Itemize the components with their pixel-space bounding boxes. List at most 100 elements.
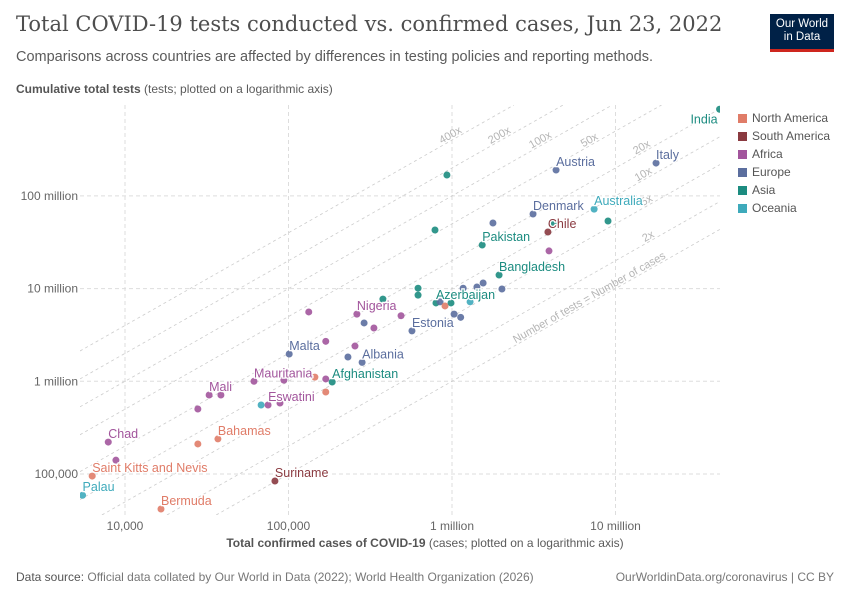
- ratio-line-label: 50x: [579, 131, 601, 150]
- data-point: [397, 312, 405, 320]
- data-point: [590, 205, 598, 213]
- legend-swatch: [738, 203, 747, 213]
- point-label: Austria: [556, 155, 595, 169]
- data-point: [194, 405, 202, 413]
- legend-item[interactable]: Europe: [738, 163, 830, 181]
- data-point: [322, 337, 330, 345]
- data-point: [716, 105, 720, 113]
- point-label: Eswatini: [268, 390, 315, 404]
- data-source: Data source: Official data collated by O…: [16, 570, 534, 584]
- data-point: [353, 310, 361, 318]
- legend-item[interactable]: Africa: [738, 145, 830, 163]
- data-point: [88, 472, 96, 480]
- data-point: [379, 295, 387, 303]
- point-label: Denmark: [533, 199, 584, 213]
- data-point: [285, 350, 293, 358]
- legend-label: Africa: [752, 147, 783, 161]
- ratio-line-label: 2x: [640, 228, 656, 244]
- point-label: Pakistan: [482, 230, 530, 244]
- x-tick-label: 1 million: [430, 519, 474, 533]
- data-point: [205, 391, 213, 399]
- data-point: [459, 284, 467, 292]
- data-point: [414, 284, 422, 292]
- point-label: Saint Kitts and Nevis: [92, 461, 207, 475]
- chart-title: Total COVID-19 tests conducted vs. confi…: [16, 12, 723, 36]
- legend-swatch: [738, 185, 747, 195]
- data-point: [370, 324, 378, 332]
- data-point: [498, 285, 506, 293]
- point-label: Suriname: [275, 466, 329, 480]
- data-point: [436, 298, 444, 306]
- point-label: Nigeria: [357, 299, 397, 313]
- data-point: [479, 279, 487, 287]
- data-point: [489, 219, 497, 227]
- data-point: [311, 373, 319, 381]
- point-label: Chad: [108, 427, 138, 441]
- data-point: [358, 358, 366, 366]
- ratio-line-1x: [215, 229, 720, 515]
- point-label: Chile: [548, 217, 577, 231]
- legend-label: Asia: [752, 183, 776, 197]
- legend-swatch: [738, 167, 747, 177]
- data-point: [328, 378, 336, 386]
- y-tick-label: 100,000: [35, 467, 79, 481]
- legend-label: Europe: [752, 165, 791, 179]
- legend-label: Oceania: [752, 201, 797, 215]
- data-point: [473, 283, 481, 291]
- data-point: [443, 171, 451, 179]
- y-tick-label: 1 million: [34, 374, 78, 388]
- data-point: [450, 310, 458, 318]
- ratio-line-label: 10x: [633, 165, 655, 184]
- chart-subtitle: Comparisons across countries are affecte…: [16, 49, 654, 65]
- x-axis-label: Total confirmed cases of COVID-19 (cases…: [226, 536, 624, 550]
- ratio-line-20x: [80, 108, 720, 472]
- ratio-line-label: 200x: [486, 124, 513, 146]
- data-point: [257, 401, 265, 409]
- data-point: [447, 299, 455, 307]
- data-point: [214, 435, 222, 443]
- data-point: [431, 226, 439, 234]
- y-axis-label: Cumulative total tests (tests; plotted o…: [16, 82, 333, 96]
- owid-logo[interactable]: Our World in Data: [770, 14, 834, 52]
- data-point: [194, 440, 202, 448]
- ratio-line-400x: [80, 105, 515, 352]
- point-label: Italy: [656, 148, 680, 162]
- data-point: [80, 491, 87, 499]
- ratio-line-label: 100x: [527, 129, 554, 151]
- source-url[interactable]: OurWorldinData.org/coronavirus | CC BY: [615, 570, 834, 584]
- data-point: [344, 353, 352, 361]
- point-label: Malta: [289, 339, 320, 353]
- legend-item[interactable]: South America: [738, 127, 830, 145]
- data-point: [322, 375, 330, 383]
- data-point: [652, 159, 660, 167]
- legend-swatch: [738, 131, 747, 141]
- legend-item[interactable]: Asia: [738, 181, 830, 199]
- data-point: [457, 313, 465, 321]
- legend-item[interactable]: Oceania: [738, 199, 830, 217]
- data-point: [305, 308, 313, 316]
- data-point: [112, 456, 120, 464]
- data-point: [549, 220, 557, 228]
- point-label: Albania: [362, 347, 404, 361]
- data-point: [544, 228, 552, 236]
- legend-item[interactable]: North America: [738, 109, 830, 127]
- data-point: [104, 438, 112, 446]
- x-tick-label: 10,000: [107, 519, 144, 533]
- point-label: India: [690, 112, 717, 126]
- ratio-line-200x: [80, 105, 564, 380]
- data-point: [276, 399, 284, 407]
- point-label: Estonia: [412, 316, 454, 330]
- legend-label: South America: [752, 129, 831, 143]
- data-point: [264, 401, 272, 409]
- point-label: Mauritania: [254, 366, 312, 380]
- point-label: Palau: [83, 480, 115, 494]
- data-point: [360, 319, 368, 327]
- data-point: [441, 302, 449, 310]
- data-point: [495, 271, 503, 279]
- legend: North America South America Africa Europe As…: [738, 109, 830, 217]
- ratio-line-label: 400x: [437, 124, 464, 146]
- plot-area: Number of tests = Number of cases2x5x10x…: [80, 105, 720, 515]
- point-label: Australia: [594, 194, 643, 208]
- data-point: [478, 241, 486, 249]
